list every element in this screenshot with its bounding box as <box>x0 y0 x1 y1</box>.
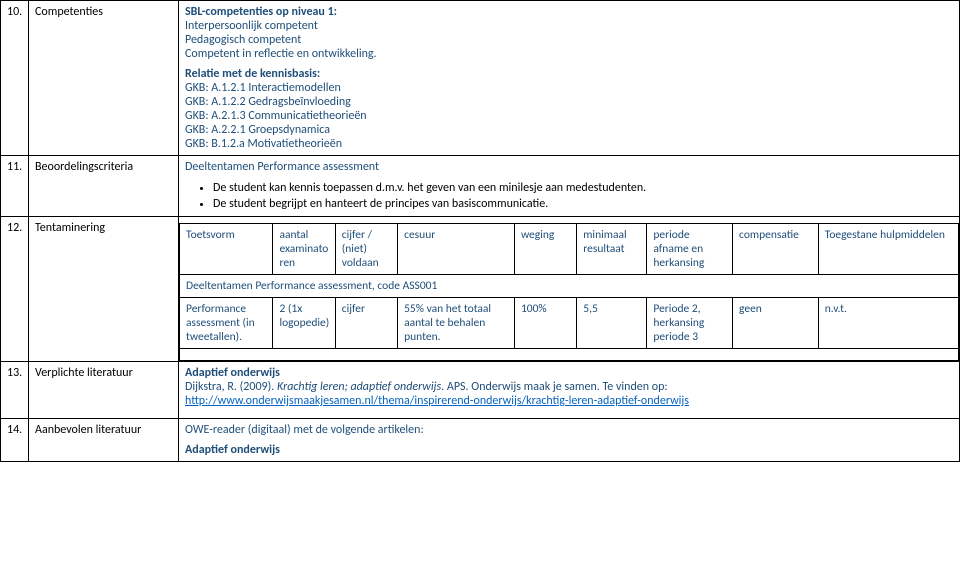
th-cijfer: cijfer / (niet) voldaan <box>335 224 397 275</box>
sbl-line: Pedagogisch competent <box>185 33 953 47</box>
th-weging: weging <box>514 224 576 275</box>
assessment-title: Deeltentamen Performance assessment <box>185 160 953 174</box>
td-toetsvorm: Performance assessment (in tweetallen). <box>180 298 273 349</box>
toets-subheading-row: Deeltentamen Performance assessment, cod… <box>180 275 959 298</box>
row-content: SBL-competenties op niveau 1: Interperso… <box>179 1 960 156</box>
cite-title: Krachtig leren; adaptief onderwijs <box>277 380 441 394</box>
criteria-list: De student kan kennis toepassen d.m.v. h… <box>185 180 953 212</box>
kb-line: GKB: A.1.2.2 Gedragsbeïnvloeding <box>185 95 953 109</box>
th-hulpmiddelen: Toegestane hulpmiddelen <box>818 224 958 275</box>
criteria-item: De student begrijpt en hanteert de princ… <box>213 196 953 212</box>
td-hulpmiddelen: n.v.t. <box>818 298 958 349</box>
row-content: Toetsvorm aantal examinato ren cijfer / … <box>179 217 960 362</box>
row-num: 12. <box>1 217 29 362</box>
td-compensatie: geen <box>733 298 819 349</box>
th-cesuur: cesuur <box>398 224 515 275</box>
row-content: Adaptief onderwijs Dijkstra, R. (2009). … <box>179 362 960 419</box>
sbl-heading: SBL-competenties op niveau 1: <box>185 5 953 19</box>
empty-cell <box>180 349 959 361</box>
td-periode: Periode 2, herkansing periode 3 <box>647 298 733 349</box>
row-label: Competenties <box>29 1 179 156</box>
th-periode: periode afname en herkansing <box>647 224 733 275</box>
toets-data-row: Performance assessment (in tweetallen). … <box>180 298 959 349</box>
reader-line: OWE-reader (digitaal) met de volgende ar… <box>185 423 953 437</box>
lit-heading: Adaptief onderwijs <box>185 443 953 457</box>
row-content: OWE-reader (digitaal) met de volgende ar… <box>179 419 960 462</box>
th-toetsvorm: Toetsvorm <box>180 224 273 275</box>
row-beoordelingscriteria: 11. Beoordelingscriteria Deeltentamen Pe… <box>1 156 960 217</box>
kb-heading: Relatie met de kennisbasis: <box>185 67 953 81</box>
row-num: 14. <box>1 419 29 462</box>
row-num: 11. <box>1 156 29 217</box>
toets-header-row: Toetsvorm aantal examinato ren cijfer / … <box>180 224 959 275</box>
row-label: Verplichte literatuur <box>29 362 179 419</box>
sbl-line: Interpersoonlijk competent <box>185 19 953 33</box>
lit-heading: Adaptief onderwijs <box>185 366 953 380</box>
row-aanbevolen-literatuur: 14. Aanbevolen literatuur OWE-reader (di… <box>1 419 960 462</box>
td-minimaal: 5,5 <box>577 298 647 349</box>
cite-pre: Dijkstra, R. (2009). <box>185 380 277 394</box>
sbl-line: Competent in reflectie en ontwikkeling. <box>185 47 953 61</box>
row-label: Tentaminering <box>29 217 179 362</box>
kb-line: GKB: B.1.2.a Motivatietheorieën <box>185 137 953 151</box>
th-compensatie: compensatie <box>733 224 819 275</box>
spec-table: 10. Competenties SBL-competenties op niv… <box>0 0 960 462</box>
row-tentaminering: 12. Tentaminering Toetsvorm aantal exami… <box>1 217 960 362</box>
row-competenties: 10. Competenties SBL-competenties op niv… <box>1 1 960 156</box>
row-num: 10. <box>1 1 29 156</box>
lit-url-link[interactable]: http://www.onderwijsmaakjesamen.nl/thema… <box>185 394 689 408</box>
row-label: Beoordelingscriteria <box>29 156 179 217</box>
td-cijfer: cijfer <box>335 298 397 349</box>
toets-subheading: Deeltentamen Performance assessment, cod… <box>180 275 959 298</box>
row-label: Aanbevolen literatuur <box>29 419 179 462</box>
td-examinatoren: 2 (1x logopedie) <box>273 298 335 349</box>
row-verplichte-literatuur: 13. Verplichte literatuur Adaptief onder… <box>1 362 960 419</box>
criteria-item: De student kan kennis toepassen d.m.v. h… <box>213 180 953 196</box>
cite-post: . APS. Onderwijs maak je samen. Te vinde… <box>441 380 667 394</box>
kb-line: GKB: A.2.1.3 Communicatietheorieën <box>185 109 953 123</box>
kb-line: GKB: A.1.2.1 Interactiemodellen <box>185 81 953 95</box>
td-cesuur: 55% van het totaal aantal te behalen pun… <box>398 298 515 349</box>
row-num: 13. <box>1 362 29 419</box>
td-weging: 100% <box>514 298 576 349</box>
toets-empty-row <box>180 349 959 361</box>
toets-table: Toetsvorm aantal examinato ren cijfer / … <box>179 223 959 361</box>
th-minimaal: minimaal resultaat <box>577 224 647 275</box>
kb-line: GKB: A.2.2.1 Groepsdynamica <box>185 123 953 137</box>
row-content: Deeltentamen Performance assessment De s… <box>179 156 960 217</box>
th-examinatoren: aantal examinato ren <box>273 224 335 275</box>
lit-citation: Dijkstra, R. (2009). Krachtig leren; ada… <box>185 380 953 394</box>
